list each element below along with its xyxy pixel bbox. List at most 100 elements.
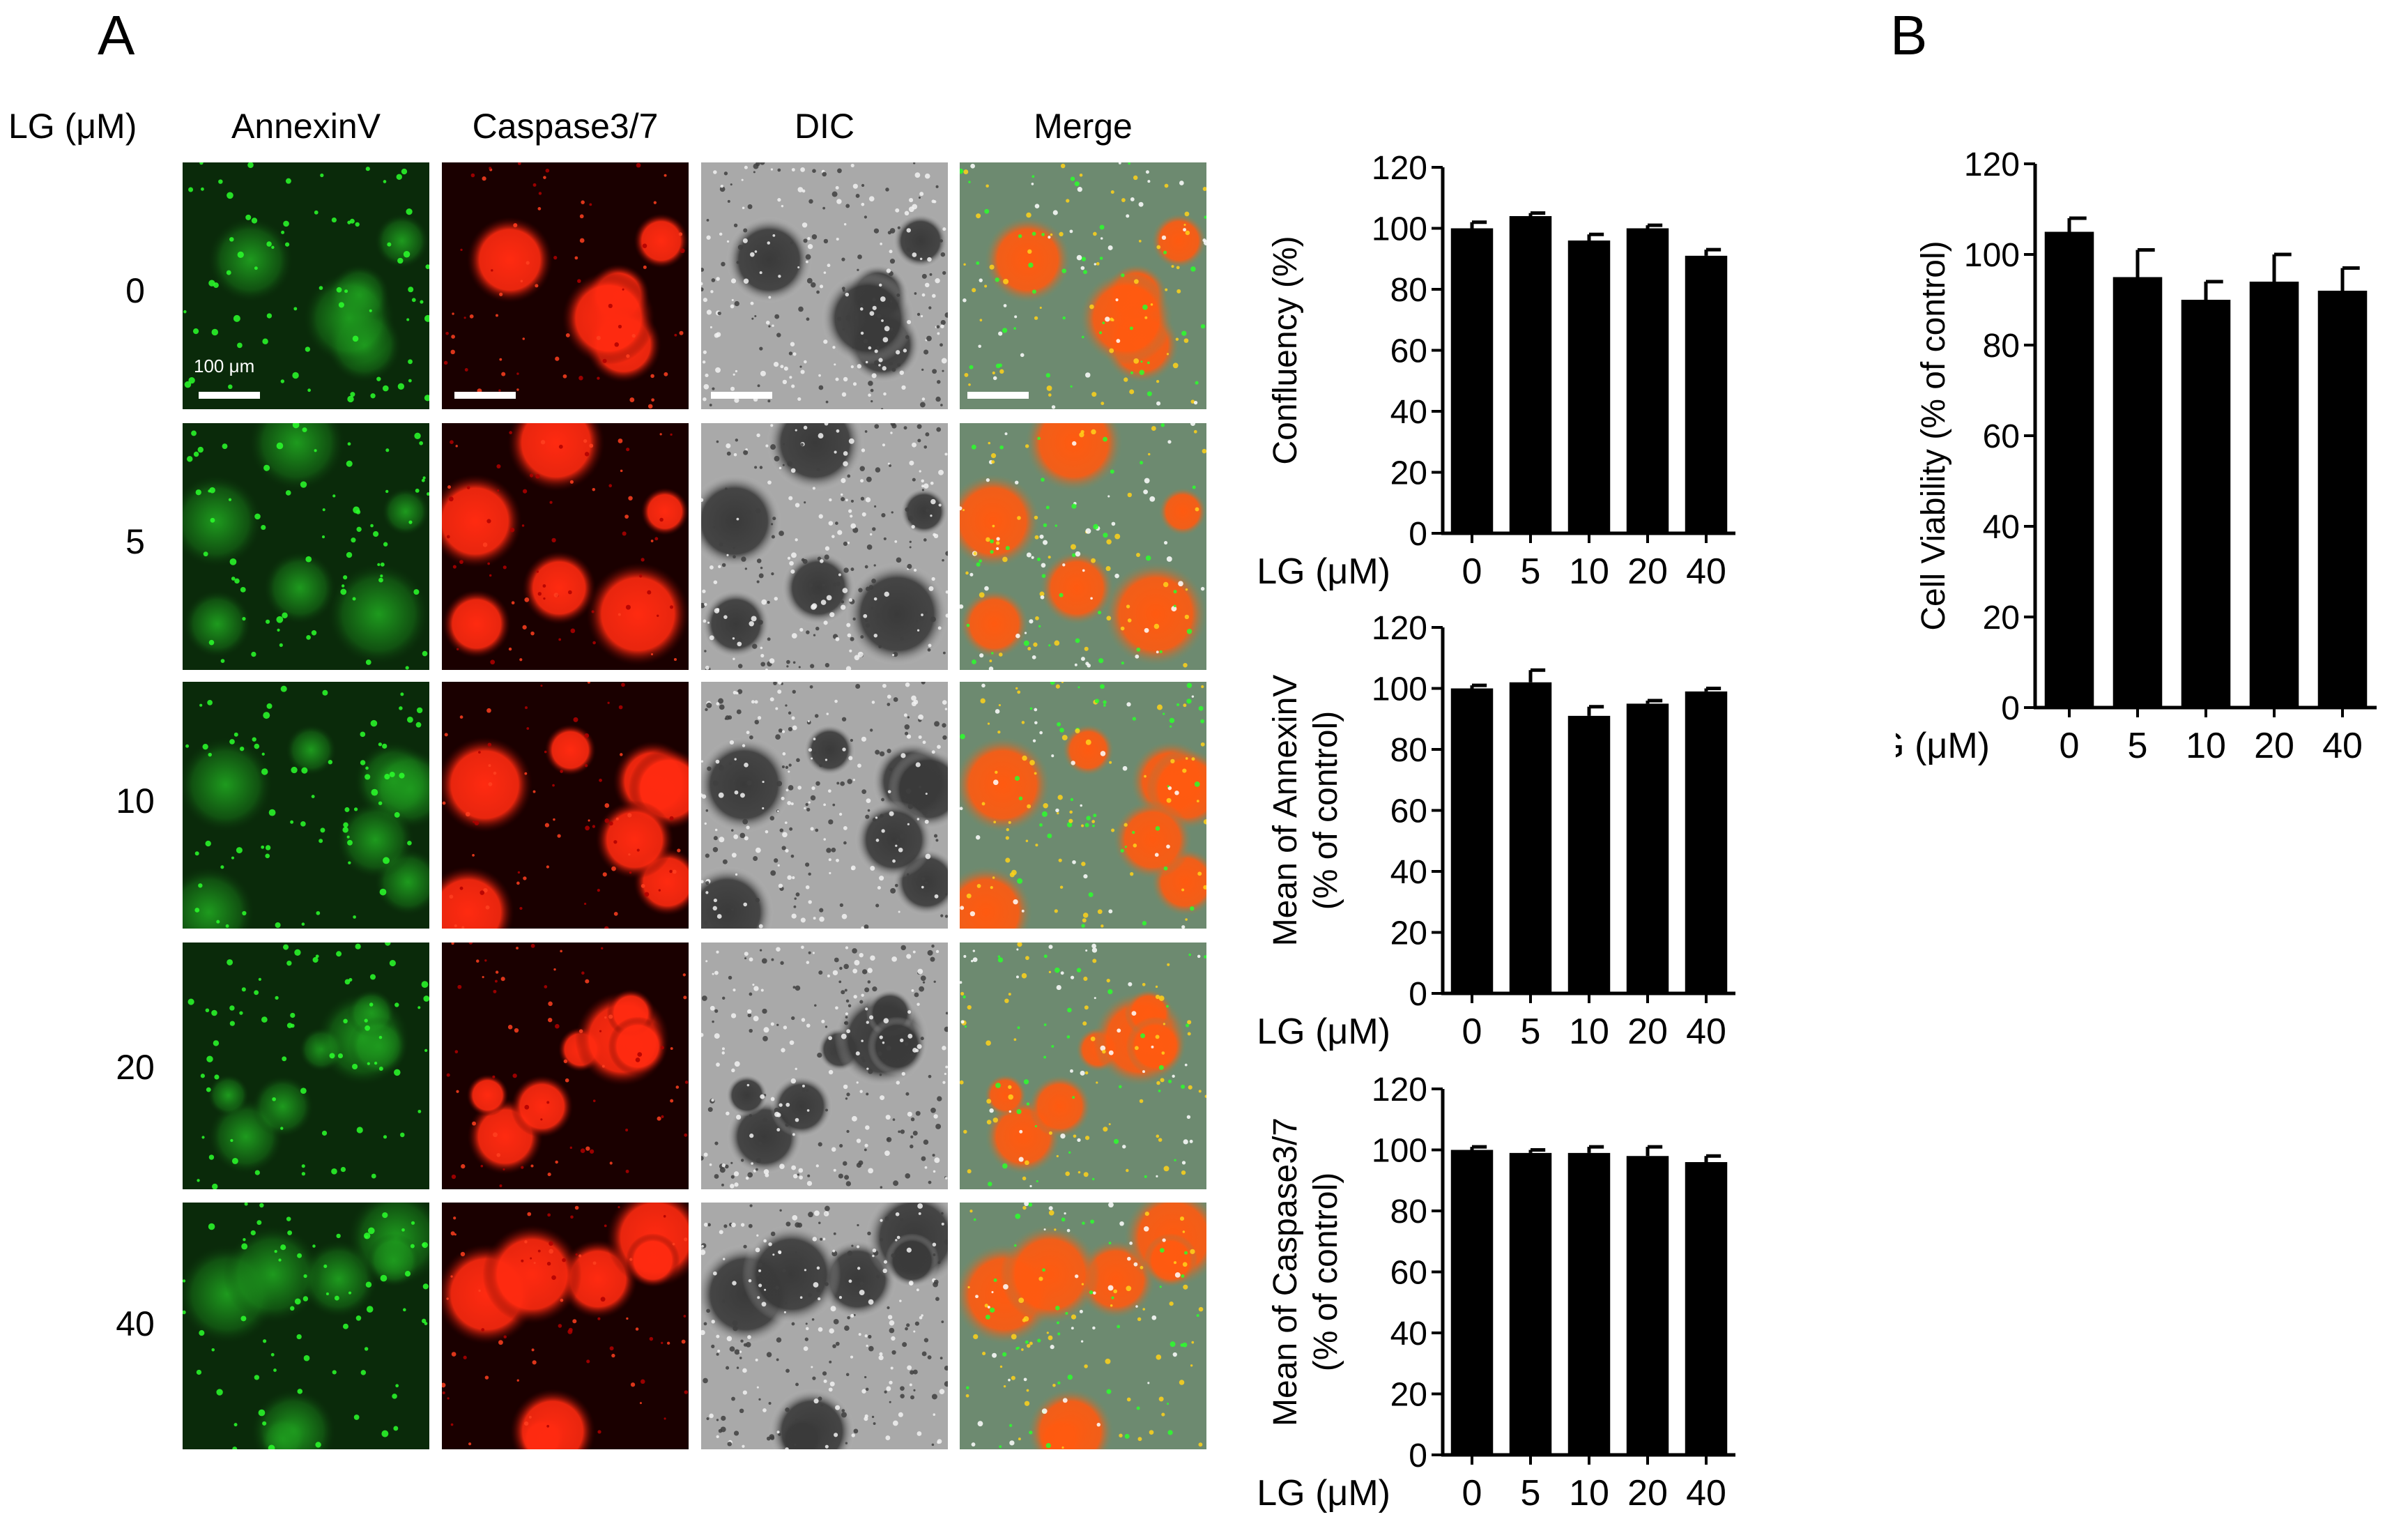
y-tick-label: 80 — [1390, 272, 1427, 309]
y-tick-label: 80 — [1390, 1193, 1427, 1230]
micrograph-dic-row-4 — [701, 1203, 948, 1449]
x-axis-label: LG (μM) — [1896, 726, 1990, 766]
row-label-0: 0 — [125, 271, 145, 310]
micrograph-dic-row-0 — [701, 162, 948, 409]
y-tick-label: 80 — [1390, 732, 1427, 769]
y-tick-label: 0 — [1409, 976, 1427, 1013]
micrograph-caspase-row-3 — [442, 943, 689, 1189]
y-tick-label: 40 — [1390, 394, 1427, 431]
micrograph-dic-row-3 — [701, 943, 948, 1189]
scale-bar-annexinv — [199, 392, 260, 399]
bar-5 — [1509, 1152, 1552, 1455]
bar-20 — [1626, 1156, 1669, 1455]
micrograph-merge-row-1 — [960, 423, 1206, 670]
y-tick-label: 40 — [1390, 854, 1427, 891]
column-header-dic: DIC — [794, 107, 855, 146]
x-tick-label-0: 0 — [1462, 1473, 1482, 1513]
y-tick-label: 0 — [2001, 690, 2020, 727]
y-tick-label: 80 — [1983, 328, 2020, 365]
x-tick-label-40: 40 — [1686, 1012, 1726, 1052]
y-axis-label: (% of control) — [1307, 711, 1344, 910]
x-tick-label-20: 20 — [1627, 551, 1668, 592]
bar-0 — [1450, 228, 1494, 533]
column-header-caspase: Caspase3/7 — [472, 107, 659, 146]
bar-10 — [1567, 715, 1611, 993]
y-tick-label: 40 — [1983, 509, 2020, 546]
micrograph-annexin-row-0 — [183, 162, 429, 409]
y-tick-label: 20 — [1390, 455, 1427, 492]
x-tick-label-20: 20 — [1627, 1473, 1668, 1513]
x-tick-label-40: 40 — [2322, 726, 2363, 766]
y-tick-label: 120 — [1372, 150, 1427, 187]
x-tick-label-5: 5 — [1521, 551, 1541, 592]
scale-bar-caspase — [454, 392, 516, 399]
y-axis-label: Cell Viability (% of control) — [1915, 241, 1952, 630]
y-tick-label: 100 — [1964, 237, 2020, 274]
y-tick-label: 120 — [1964, 146, 2020, 183]
bar-5 — [1509, 216, 1552, 533]
micrograph-annexin-row-4 — [183, 1203, 429, 1449]
micrograph-merge-row-0 — [960, 162, 1206, 409]
micrograph-annexin-row-3 — [183, 943, 429, 1189]
micrograph-caspase-row-0 — [442, 162, 689, 409]
bar-20 — [2249, 282, 2299, 708]
x-axis-label: LG (μM) — [1257, 551, 1390, 592]
row-label-10: 10 — [116, 781, 155, 821]
y-tick-label: 0 — [1409, 516, 1427, 553]
caspase-bar-chart: 0 20 40 60 80 100 120 0 5 10 20 40 LG (μM) Mean of Ca… — [1255, 1054, 1763, 1523]
row-label-20: 20 — [116, 1048, 155, 1087]
y-tick-label: 60 — [1983, 418, 2020, 455]
x-tick-label-10: 10 — [1569, 1012, 1609, 1052]
bar-20 — [1626, 703, 1669, 993]
column-header-merge: Merge — [1034, 107, 1133, 146]
micrograph-dic-row-1 — [701, 423, 948, 670]
x-tick-label-20: 20 — [2254, 726, 2294, 766]
y-axis-label: (% of control) — [1307, 1173, 1344, 1371]
y-axis-label: Confluency (%) — [1267, 236, 1304, 464]
panel-letter-a: A — [98, 4, 135, 66]
bar-10 — [1567, 241, 1611, 533]
micrograph-caspase-row-1 — [442, 423, 689, 670]
scale-bar-merge — [967, 392, 1029, 399]
x-tick-label-40: 40 — [1686, 1473, 1726, 1513]
y-tick-label: 60 — [1390, 793, 1427, 830]
bar-0 — [2044, 231, 2094, 708]
micrograph-annexin-row-2 — [183, 682, 429, 929]
x-tick-label-5: 5 — [1521, 1012, 1541, 1052]
micrograph-merge-row-2 — [960, 682, 1206, 929]
row-label-5: 5 — [125, 522, 145, 561]
scale-bar-label: 100 μm — [194, 356, 255, 376]
cell-viability-bar-chart: 0 20 40 60 80 100 120 0 5 10 20 40 LG (μM) Cell Viabi… — [1856, 132, 2408, 788]
x-tick-label-5: 5 — [1521, 1473, 1541, 1513]
x-tick-label-20: 20 — [1627, 1012, 1668, 1052]
bar-10 — [2181, 300, 2231, 708]
micrograph-caspase-row-4 — [442, 1203, 689, 1449]
micrograph-dic-row-2 — [701, 682, 948, 929]
y-tick-label: 0 — [1409, 1437, 1427, 1474]
micrograph-merge-row-4 — [960, 1203, 1206, 1449]
bar-40 — [2317, 291, 2368, 708]
bar-20 — [1626, 228, 1669, 533]
x-tick-label-10: 10 — [1569, 1473, 1609, 1513]
y-axis-label: Mean of Caspase3/7 — [1267, 1117, 1304, 1426]
bar-40 — [1685, 255, 1728, 533]
bar-40 — [1685, 691, 1728, 993]
bar-5 — [2112, 277, 2163, 708]
y-tick-label: 40 — [1390, 1315, 1427, 1352]
x-tick-label-5: 5 — [2128, 726, 2148, 766]
x-tick-label-0: 0 — [1462, 1012, 1482, 1052]
scale-bar-dic — [711, 392, 772, 399]
x-tick-label-0: 0 — [1462, 551, 1482, 592]
micrograph-merge-row-3 — [960, 943, 1206, 1189]
y-tick-label: 100 — [1372, 1133, 1427, 1170]
y-tick-label: 100 — [1372, 211, 1427, 248]
bar-5 — [1509, 682, 1552, 993]
y-tick-label: 20 — [1983, 600, 2020, 636]
y-tick-label: 60 — [1390, 333, 1427, 370]
column-header-annexinv: AnnexinV — [231, 107, 381, 146]
y-tick-label: 20 — [1390, 1377, 1427, 1414]
chart-svg: 0 20 40 60 80 100 120 0 5 10 20 40 LG (μM) Cell Viabi… — [1856, 146, 2377, 766]
